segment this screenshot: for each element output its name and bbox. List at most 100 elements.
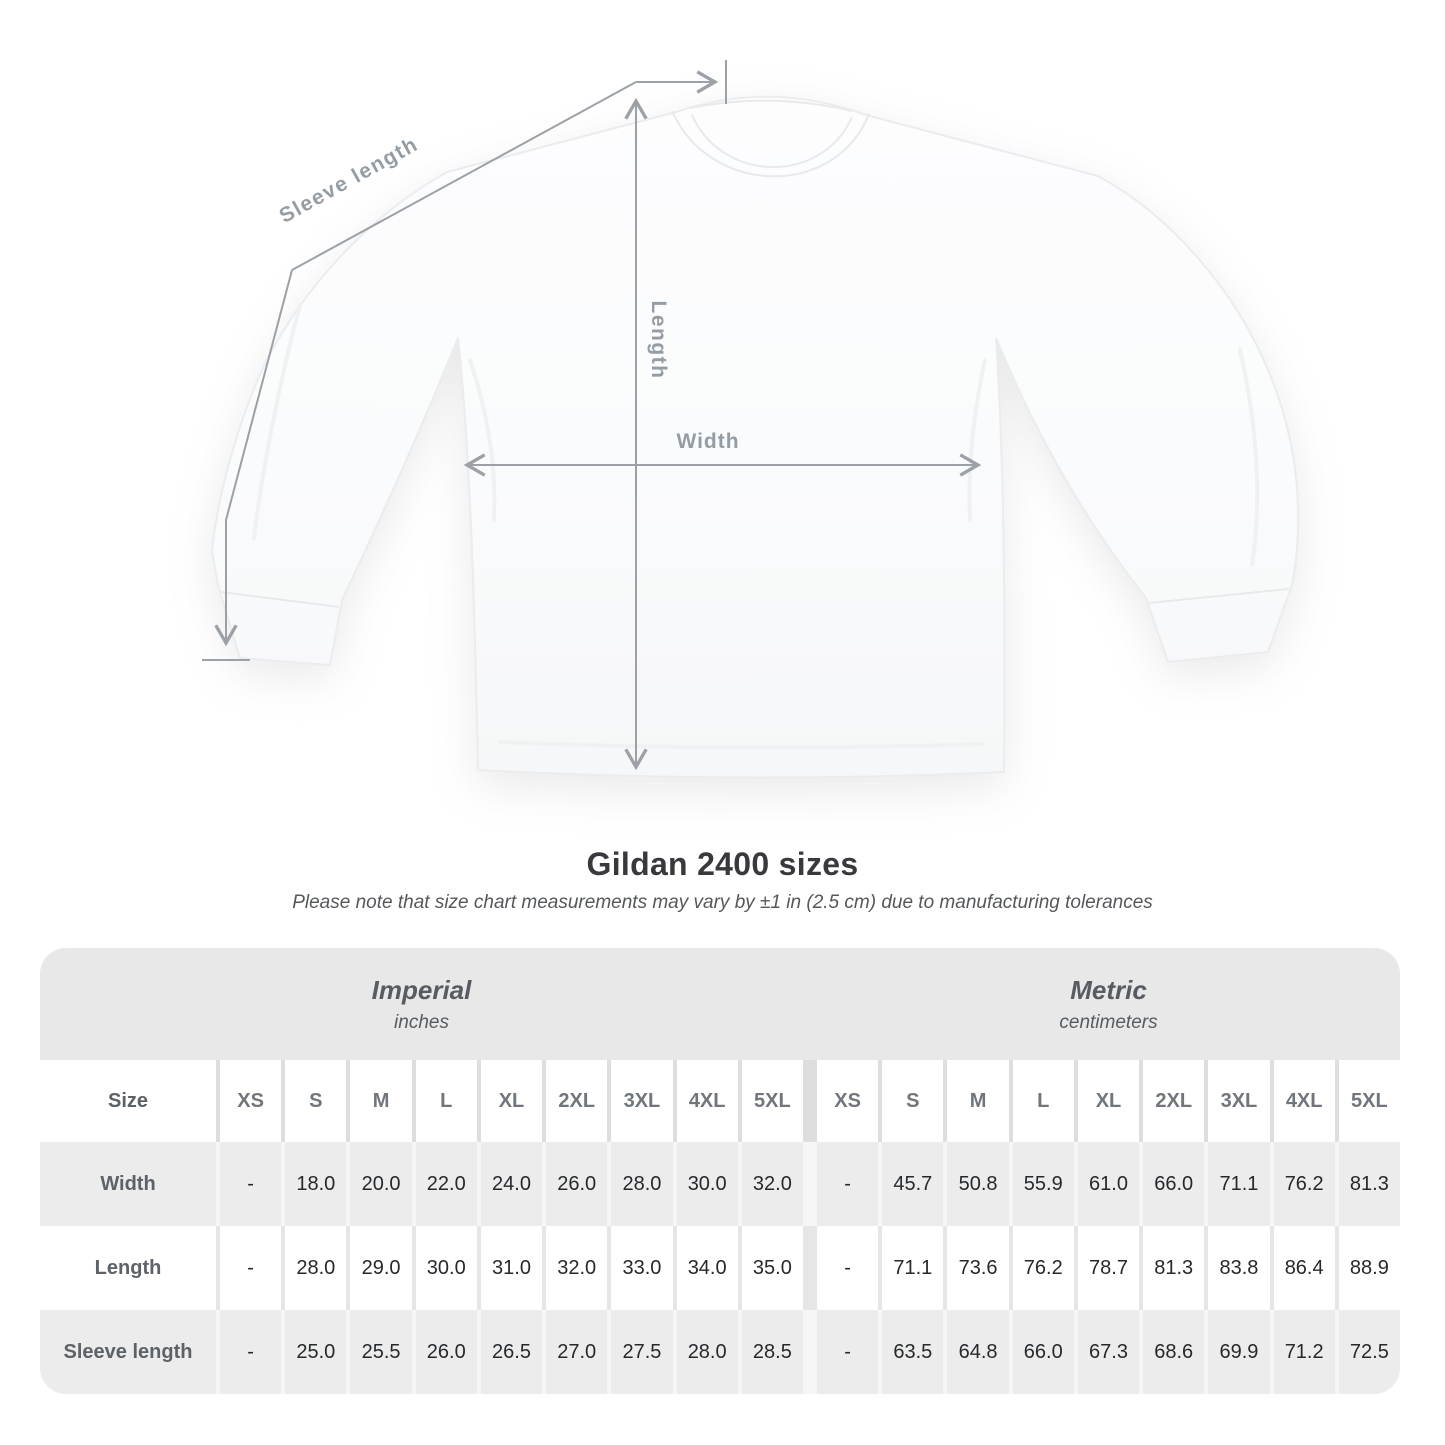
imperial-section-header: Imperial inches xyxy=(40,948,803,1060)
length-metric-s: 71.1 xyxy=(882,1226,944,1310)
hem-fold xyxy=(498,740,984,750)
width-imperial-s: 18.0 xyxy=(285,1142,347,1226)
size-header-imperial-s: S xyxy=(285,1060,347,1142)
width-imperial-3xl: 28.0 xyxy=(611,1142,673,1226)
left-sleeve-fold xyxy=(252,303,302,540)
page-subtitle: Please note that size chart measurements… xyxy=(292,892,1153,913)
sleeve-imperial-xs: - xyxy=(220,1310,282,1394)
sleeve-metric-xs: - xyxy=(816,1310,879,1394)
sleeve-metric-4xl: 71.2 xyxy=(1273,1310,1335,1394)
size-header-imperial-4xl: 4XL xyxy=(676,1060,738,1142)
size-header-metric-xl: XL xyxy=(1077,1060,1140,1142)
length-imperial-5xl: 35.0 xyxy=(741,1226,803,1310)
sleeve-imperial-s: 25.0 xyxy=(285,1310,347,1394)
collar-inner-seam xyxy=(691,114,853,168)
table-row-sleeve-length: Sleeve length - 25.0 25.5 26.0 26.5 27.0… xyxy=(40,1310,1400,1394)
collar-outer-seam xyxy=(671,110,870,178)
sleeve-metric-3xl: 69.9 xyxy=(1208,1310,1270,1394)
width-label: Width xyxy=(676,430,739,453)
width-metric-2xl: 66.0 xyxy=(1143,1142,1205,1226)
sleeve-length-arrow xyxy=(202,60,727,661)
size-header-imperial-3xl: 3XL xyxy=(611,1060,673,1142)
row-label-sleeve-length: Sleeve length xyxy=(40,1310,216,1394)
width-imperial-5xl: 32.0 xyxy=(741,1142,803,1226)
row-label-length: Length xyxy=(40,1226,216,1310)
size-header-metric-2xl: 2XL xyxy=(1143,1060,1205,1142)
right-sleeve-fold xyxy=(1238,348,1260,567)
size-header-imperial-l: L xyxy=(415,1060,477,1142)
sleeve-metric-m: 64.8 xyxy=(947,1310,1009,1394)
length-imperial-3xl: 33.0 xyxy=(611,1226,673,1310)
section-divider xyxy=(807,1060,813,1142)
sleeve-imperial-4xl: 28.0 xyxy=(676,1310,738,1394)
size-header-row: Size XS S M L XL 2XL 3XL 4XL 5XL XS S M … xyxy=(40,1060,1400,1142)
size-header-metric-xs: XS xyxy=(816,1060,879,1142)
length-metric-4xl: 86.4 xyxy=(1273,1226,1335,1310)
length-imperial-s: 28.0 xyxy=(285,1226,347,1310)
size-header-imperial-xs: XS xyxy=(220,1060,282,1142)
section-divider xyxy=(807,1226,813,1310)
width-imperial-xl: 24.0 xyxy=(480,1142,543,1226)
collar-back-seam xyxy=(689,99,853,112)
width-imperial-m: 20.0 xyxy=(350,1142,412,1226)
length-imperial-xl: 31.0 xyxy=(480,1226,543,1310)
width-metric-4xl: 76.2 xyxy=(1273,1142,1335,1226)
sleeve-imperial-m: 25.5 xyxy=(350,1310,412,1394)
shirt-graphic xyxy=(210,95,1300,779)
sleeve-metric-s: 63.5 xyxy=(882,1310,944,1394)
section-divider xyxy=(807,1142,813,1226)
section-header-row: Imperial inches Metric centimeters xyxy=(40,948,1400,1060)
left-cuff-seam xyxy=(220,591,340,608)
imperial-unit: inches xyxy=(394,1011,449,1033)
width-metric-xs: - xyxy=(816,1142,879,1226)
width-metric-l: 55.9 xyxy=(1012,1142,1074,1226)
sleeve-metric-l: 66.0 xyxy=(1012,1310,1074,1394)
row-label-width: Width xyxy=(40,1142,216,1226)
length-metric-3xl: 83.8 xyxy=(1208,1226,1270,1310)
width-metric-m: 50.8 xyxy=(947,1142,1009,1226)
length-metric-l: 76.2 xyxy=(1012,1226,1074,1310)
width-metric-5xl: 81.3 xyxy=(1338,1142,1400,1226)
size-header-imperial-2xl: 2XL xyxy=(546,1060,608,1142)
length-metric-m: 73.6 xyxy=(947,1226,1009,1310)
sleeve-metric-5xl: 72.5 xyxy=(1338,1310,1400,1394)
size-column-header: Size xyxy=(40,1060,216,1142)
metric-title: Metric xyxy=(1070,974,1147,1005)
length-metric-xl: 78.7 xyxy=(1077,1226,1140,1310)
shirt-silhouette xyxy=(210,95,1300,779)
length-imperial-l: 30.0 xyxy=(415,1226,477,1310)
section-divider xyxy=(807,1310,813,1394)
size-header-metric-3xl: 3XL xyxy=(1208,1060,1270,1142)
size-header-imperial-5xl: 5XL xyxy=(741,1060,803,1142)
width-imperial-xs: - xyxy=(220,1142,282,1226)
table-row-width: Width - 18.0 20.0 22.0 24.0 26.0 28.0 30… xyxy=(40,1142,1400,1226)
imperial-title: Imperial xyxy=(371,974,472,1005)
length-label: Length xyxy=(647,301,670,380)
metric-section-header: Metric centimeters xyxy=(817,948,1400,1060)
width-imperial-l: 22.0 xyxy=(415,1142,477,1226)
length-imperial-m: 29.0 xyxy=(350,1226,412,1310)
sleeve-imperial-3xl: 27.5 xyxy=(611,1310,673,1394)
sleeve-imperial-5xl: 28.5 xyxy=(741,1310,803,1394)
size-header-metric-s: S xyxy=(882,1060,944,1142)
metric-unit: centimeters xyxy=(1059,1011,1158,1033)
size-header-imperial-xl: XL xyxy=(480,1060,543,1142)
shirt-measurement-diagram: Sleeve length Length Width xyxy=(202,60,1300,779)
right-underarm-fold xyxy=(967,358,987,522)
table-row-length: Length - 28.0 29.0 30.0 31.0 32.0 33.0 3… xyxy=(40,1226,1400,1310)
sleeve-metric-2xl: 68.6 xyxy=(1143,1310,1205,1394)
size-header-metric-5xl: 5XL xyxy=(1338,1060,1400,1142)
page-title: Gildan 2400 sizes xyxy=(586,846,859,882)
size-header-metric-m: M xyxy=(947,1060,1009,1142)
heading-block: Gildan 2400 sizes Please note that size … xyxy=(0,846,1445,914)
length-metric-5xl: 88.9 xyxy=(1338,1226,1400,1310)
sleeve-imperial-xl: 26.5 xyxy=(480,1310,543,1394)
length-metric-xs: - xyxy=(816,1226,879,1310)
width-metric-3xl: 71.1 xyxy=(1208,1142,1270,1226)
right-cuff-seam xyxy=(1148,588,1290,604)
size-table: Imperial inches Metric centimeters Size … xyxy=(40,948,1400,1394)
size-header-metric-4xl: 4XL xyxy=(1273,1060,1335,1142)
length-metric-2xl: 81.3 xyxy=(1143,1226,1205,1310)
size-header-metric-l: L xyxy=(1012,1060,1074,1142)
